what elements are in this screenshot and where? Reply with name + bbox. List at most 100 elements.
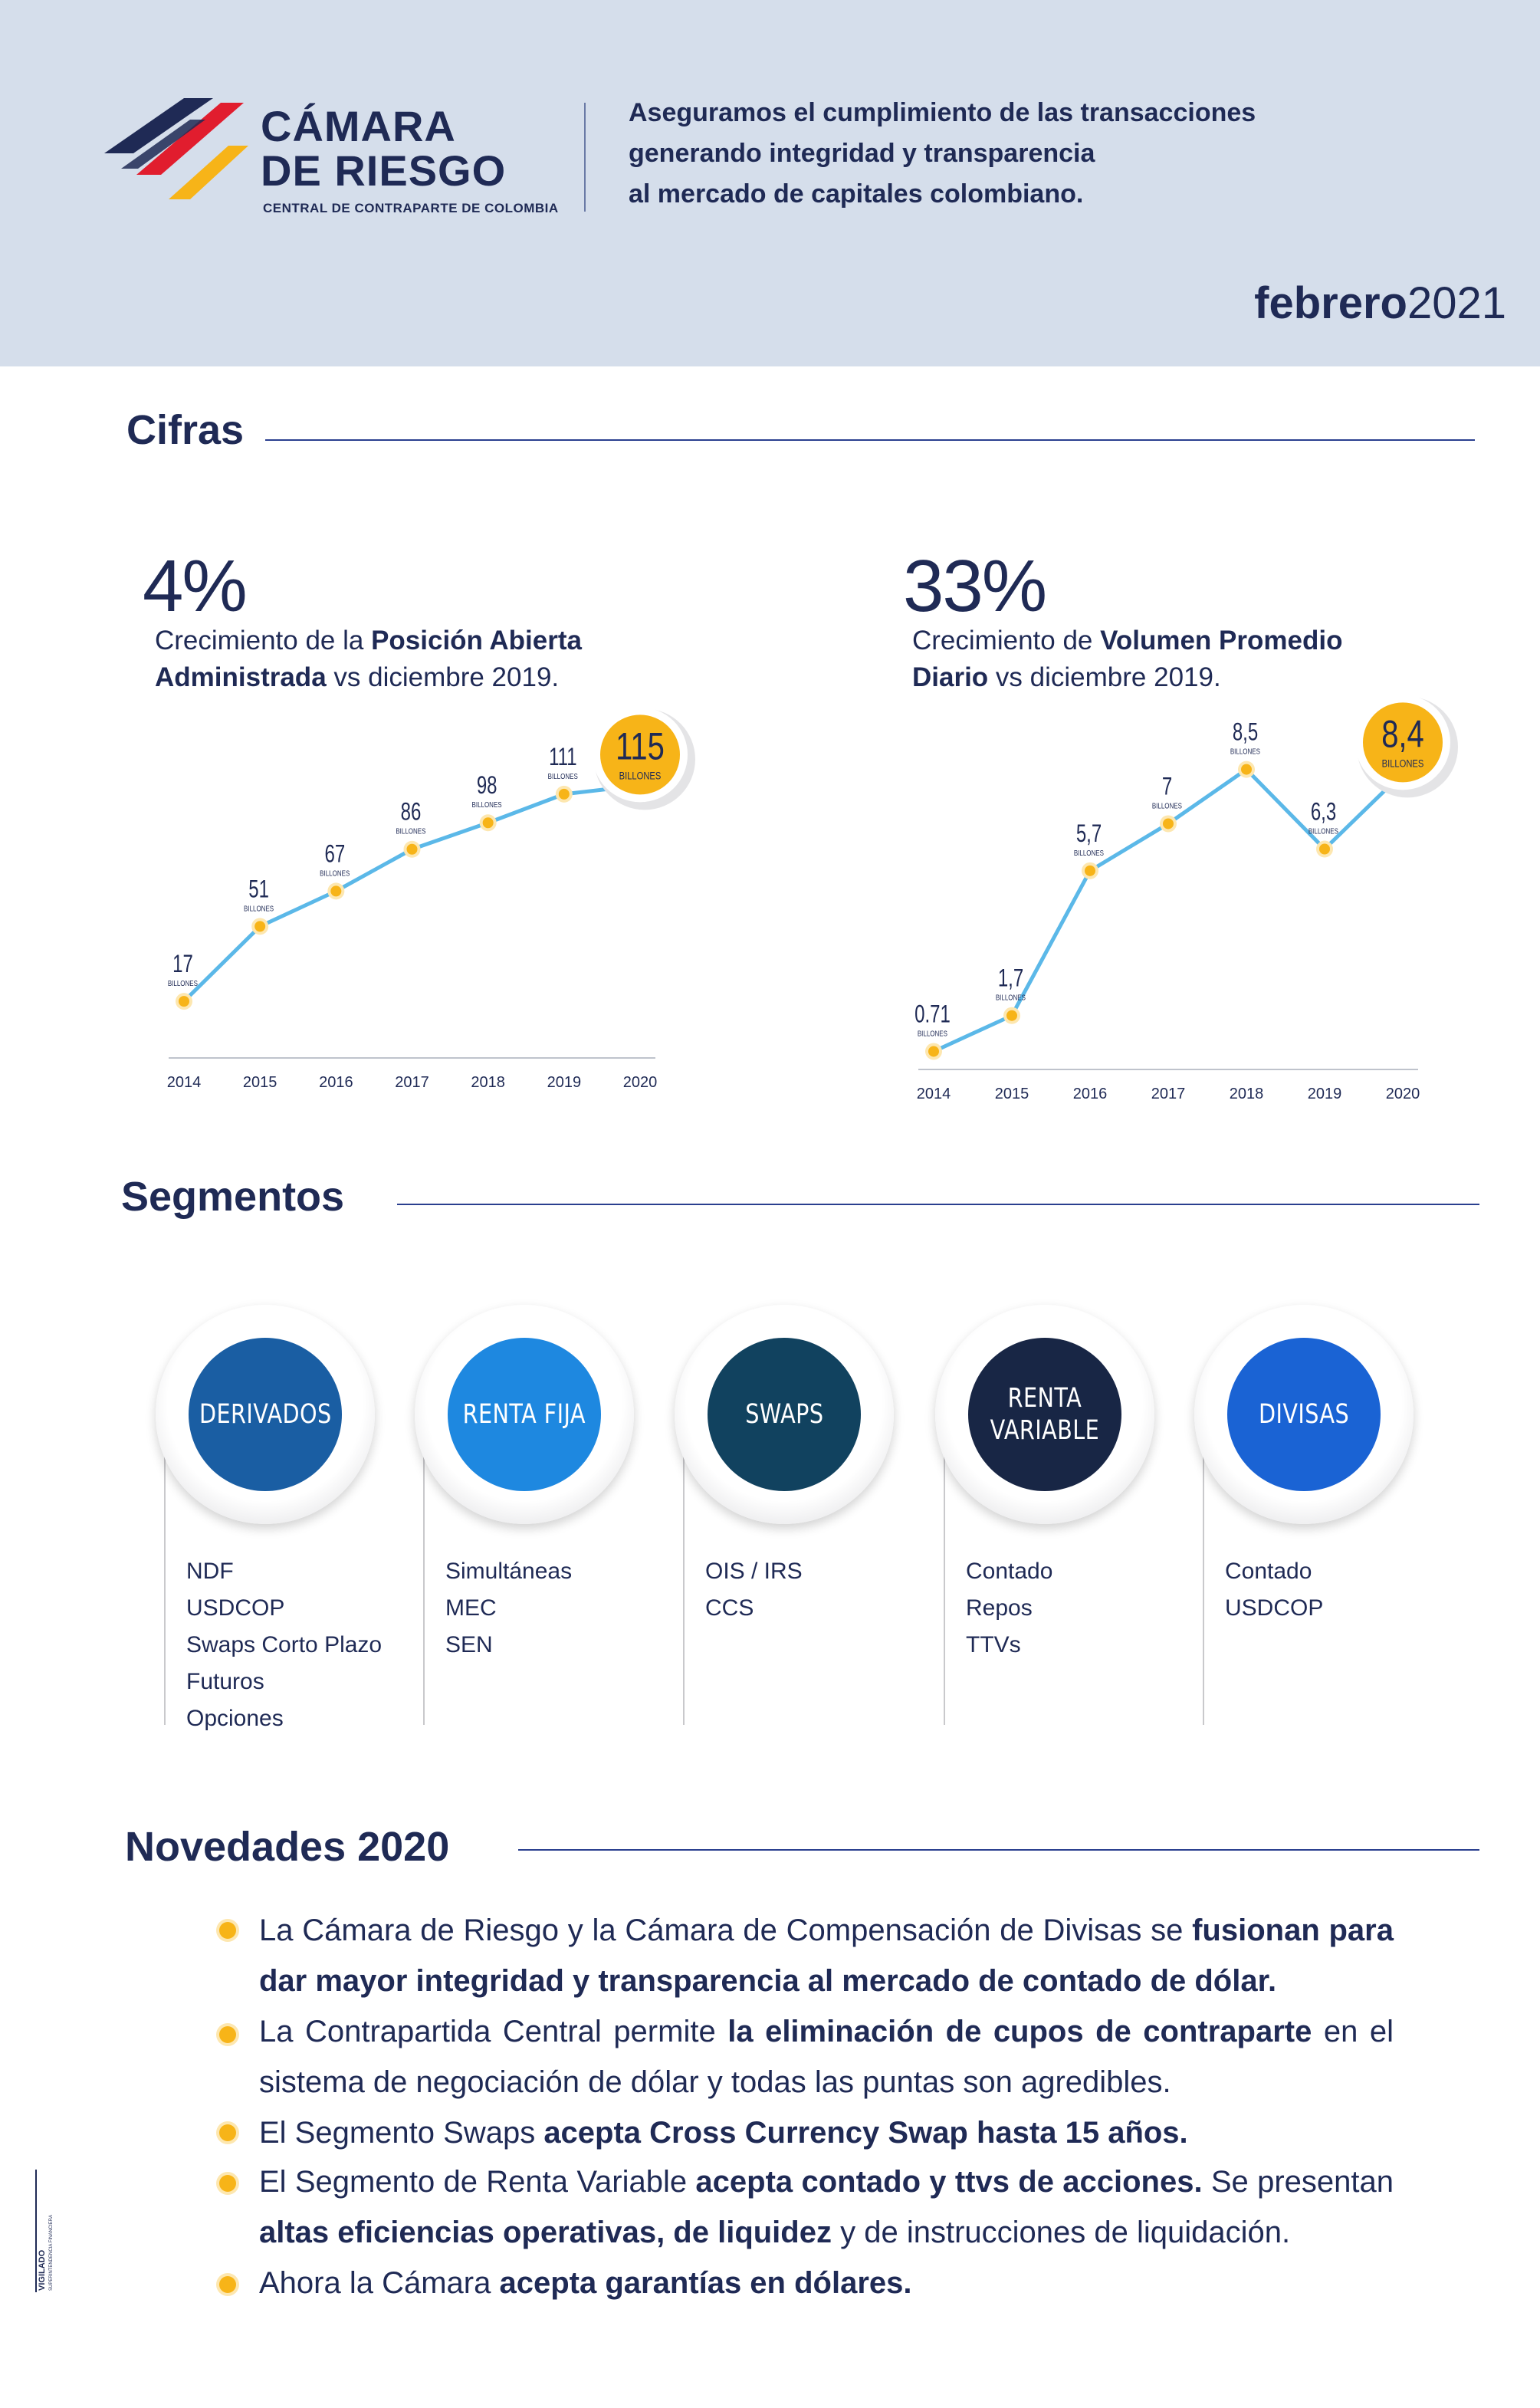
novedad-item-2: La Contrapartida Central permite la elim… <box>259 2015 1394 2099</box>
novedad-item-3: El Segmento Swaps acepta Cross Currency … <box>259 2116 1188 2150</box>
x-tick-label: 2017 <box>1151 1086 1186 1102</box>
segment-product-item: USDCOP <box>1225 1595 1324 1621</box>
novedad-item-4: El Segmento de Renta Variable acepta con… <box>259 2165 1394 2249</box>
data-label: 98 <box>477 771 497 799</box>
segment-product-item: NDF <box>186 1559 234 1584</box>
tagline-line2: generando integridad y transparencia <box>629 139 1095 168</box>
segment-badge: RENTA VARIABLE <box>935 1305 1154 1524</box>
segment-name: RENTA FIJA <box>462 1399 586 1430</box>
segment-circle: DIVISAS <box>1227 1338 1381 1491</box>
data-unit-label: BILLONES <box>472 800 502 809</box>
bullet-icon <box>219 1922 236 1939</box>
data-label: 1,7 <box>998 964 1023 991</box>
data-label: 6,3 <box>1311 797 1336 825</box>
svg-text:VIGILADO: VIGILADO <box>38 2249 47 2291</box>
data-label: 111 <box>549 742 576 770</box>
data-point <box>558 788 570 800</box>
data-point <box>1163 818 1174 829</box>
x-tick-label: 2018 <box>1230 1086 1264 1102</box>
x-tick-label: 2014 <box>167 1074 202 1091</box>
data-unit-label: BILLONES <box>1152 802 1182 810</box>
date-year: 2021 <box>1407 278 1506 328</box>
segment-product-item: Contado <box>966 1559 1053 1584</box>
segment-circle: SWAPS <box>708 1338 861 1491</box>
segment-product-list: OIS / IRS CCS <box>705 1553 803 1627</box>
segment-product-list: Simultáneas MEC SEN <box>445 1553 572 1664</box>
segment-circle: DERIVADOS <box>189 1338 342 1491</box>
segment-badge: DIVISAS <box>1194 1305 1414 1524</box>
novedad-item-5: Ahora la Cámara acepta garantías en dóla… <box>259 2266 912 2300</box>
data-unit-label: BILLONES <box>548 772 578 780</box>
data-unit-label: BILLONES <box>619 770 662 781</box>
segment-product-item: MEC <box>445 1595 497 1621</box>
x-tick-label: 2020 <box>1386 1086 1420 1102</box>
segment-name: DERIVADOS <box>199 1399 332 1430</box>
segment-badge: RENTA FIJA <box>415 1305 634 1524</box>
data-unit-label: BILLONES <box>918 1030 947 1038</box>
section-divider <box>397 1204 1479 1205</box>
bullet-icon <box>219 2276 236 2293</box>
data-label: 115 <box>616 724 665 767</box>
data-unit-label: BILLONES <box>168 979 198 987</box>
svg-text:SUPERINTENDENCIA FINANCIERA: SUPERINTENDENCIA FINANCIERA <box>49 2215 54 2291</box>
x-tick-label: 2019 <box>547 1074 582 1091</box>
x-tick-label: 2016 <box>1073 1086 1108 1102</box>
segment-badge: SWAPS <box>675 1305 894 1524</box>
segment-circle: RENTA FIJA <box>448 1338 601 1491</box>
data-unit-label: BILLONES <box>1230 747 1260 756</box>
data-unit-label: BILLONES <box>396 827 425 836</box>
segment-product-item: CCS <box>705 1595 754 1621</box>
bullet-icon <box>219 2175 236 2192</box>
data-point <box>1241 764 1252 775</box>
x-tick-label: 2015 <box>243 1074 277 1091</box>
section-title-novedades: Novedades 2020 <box>125 1824 450 1870</box>
x-tick-label: 2016 <box>319 1074 353 1091</box>
data-point <box>928 1046 939 1057</box>
tagline-line1: Aseguramos el cumplimiento de las transa… <box>629 98 1256 127</box>
data-unit-label: BILLONES <box>1382 757 1424 769</box>
data-point <box>1319 843 1330 855</box>
segment-connector-line <box>423 1457 425 1725</box>
segment-product-item: OIS / IRS <box>705 1559 803 1584</box>
segment-product-item: Opciones <box>186 1706 284 1731</box>
segment-product-item: Repos <box>966 1595 1033 1621</box>
data-point <box>1085 865 1095 876</box>
segment-product-list: NDF USDCOP Swaps Corto Plazo Futuros Opcione… <box>186 1553 382 1737</box>
segment-product-item: TTVs <box>966 1632 1021 1657</box>
segment-product-item: USDCOP <box>186 1595 285 1621</box>
data-point <box>254 921 266 932</box>
segment-product-item: Futuros <box>186 1669 264 1694</box>
data-label: 67 <box>324 839 345 867</box>
bullet-icon <box>219 2124 236 2141</box>
data-unit-label: BILLONES <box>996 994 1026 1002</box>
section-title-segmentos: Segmentos <box>121 1174 345 1220</box>
section-title-cifras: Cifras <box>126 407 245 453</box>
data-label: 8,4 <box>1381 712 1424 755</box>
x-tick-label: 2019 <box>1308 1086 1342 1102</box>
segment-product-item: Contado <box>1225 1559 1312 1584</box>
header-divider <box>584 103 586 212</box>
segment-circle: RENTA VARIABLE <box>968 1338 1121 1491</box>
stat-desc-volumen: Crecimiento de Volumen Promedio Diario v… <box>912 626 1343 692</box>
data-point <box>330 885 342 897</box>
header-band <box>0 0 1540 366</box>
x-tick-label: 2020 <box>623 1074 658 1091</box>
segment-product-list: Contado Repos TTVs <box>966 1553 1052 1664</box>
data-unit-label: BILLONES <box>320 869 350 878</box>
vigilado-seal-icon: VIGILADO SUPERINTENDENCIA FINANCIERA <box>35 2170 54 2292</box>
segment-badge: DERIVADOS <box>156 1305 375 1524</box>
data-unit-label: BILLONES <box>1074 849 1104 857</box>
section-divider <box>265 439 1475 441</box>
data-point <box>482 817 494 829</box>
data-point <box>406 843 418 855</box>
data-point-highlight <box>1363 702 1443 783</box>
segment-connector-line <box>164 1457 166 1725</box>
brand-name-line2: DE RIESGO <box>261 146 507 195</box>
brand-subtitle: CENTRAL DE CONTRAPARTE DE COLOMBIA <box>263 201 559 215</box>
stat-pct-volumen: 33% <box>903 545 1047 627</box>
data-label: 7 <box>1162 772 1172 800</box>
data-point <box>179 996 189 1007</box>
x-tick-label: 2014 <box>917 1086 951 1102</box>
segment-product-item: Simultáneas <box>445 1559 573 1584</box>
segment-connector-line <box>1203 1457 1204 1725</box>
